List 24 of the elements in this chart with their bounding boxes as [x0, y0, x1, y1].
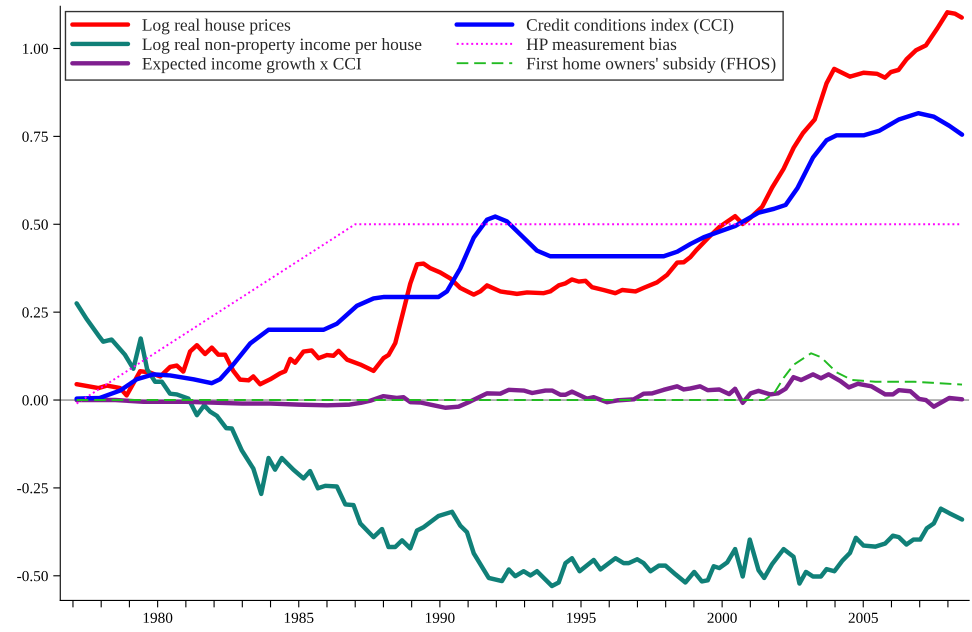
legend-label: Expected income growth x CCI	[142, 57, 362, 74]
legend-label: HP measurement bias	[526, 38, 676, 50]
x-tick-label: 1990	[426, 612, 455, 623]
line-series	[74, 372, 964, 410]
y-tick-label: -0.50	[17, 570, 48, 582]
y-tick-label: 1.00	[23, 44, 48, 54]
line-series	[74, 110, 964, 401]
y-tick-label: 0.75	[22, 132, 48, 142]
y-tick-label: 0.25	[22, 307, 48, 318]
x-tick-label: 1995	[567, 612, 596, 623]
x-tick-label: 1985	[284, 612, 314, 623]
x-tick-label: 1980	[144, 612, 172, 623]
y-tick-label: -0.25	[17, 483, 48, 494]
x-tick-label: 2000	[708, 612, 737, 623]
line-series	[74, 10, 964, 398]
legend-label: Log real house prices	[142, 18, 290, 34]
x-tick-label: 2005	[848, 612, 878, 623]
legend-label: First home owners' subsidy (FHOS)	[526, 57, 776, 74]
line-series	[76, 352, 964, 402]
line-series	[74, 301, 964, 588]
legend-label: Credit conditions index (CCI)	[526, 18, 734, 34]
legend-label: Log real non-property income per house	[142, 38, 422, 54]
y-tick-label: 0.00	[22, 395, 48, 406]
y-tick-label: 0.50	[22, 219, 48, 230]
